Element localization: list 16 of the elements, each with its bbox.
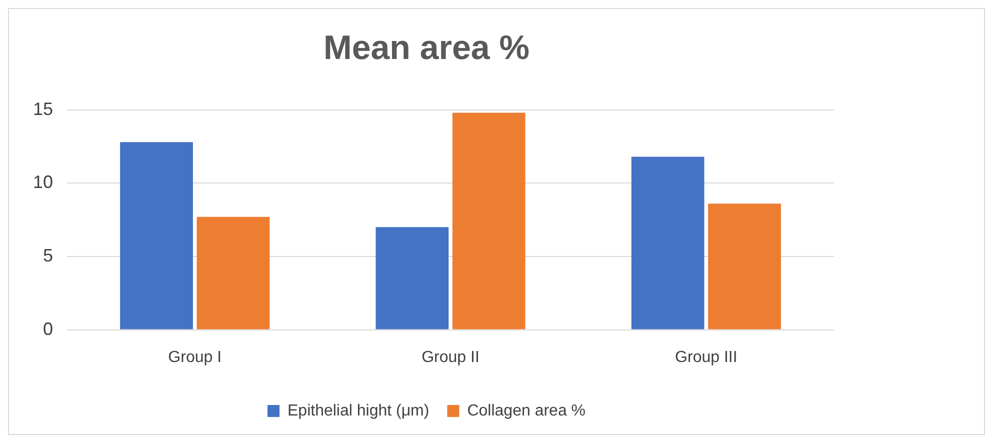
y-tick-label: 0 (43, 318, 54, 339)
y-tick-label: 15 (32, 98, 54, 119)
y-tick-label: 10 (32, 172, 54, 192)
x-tick-label: Group I (168, 348, 222, 366)
bar (196, 216, 270, 330)
legend-label: Collagen area % (467, 402, 586, 420)
y-tick-label: 5 (43, 245, 54, 266)
bar (452, 112, 526, 330)
bar (120, 142, 193, 330)
bar (376, 227, 449, 330)
bar (631, 156, 704, 330)
chart-title: Mean area % (324, 28, 530, 67)
bar (708, 204, 781, 330)
x-tick-label: Group III (675, 348, 738, 366)
x-tick-label: Group II (422, 348, 480, 366)
legend-label: Epithelial hight (μm) (287, 402, 430, 420)
